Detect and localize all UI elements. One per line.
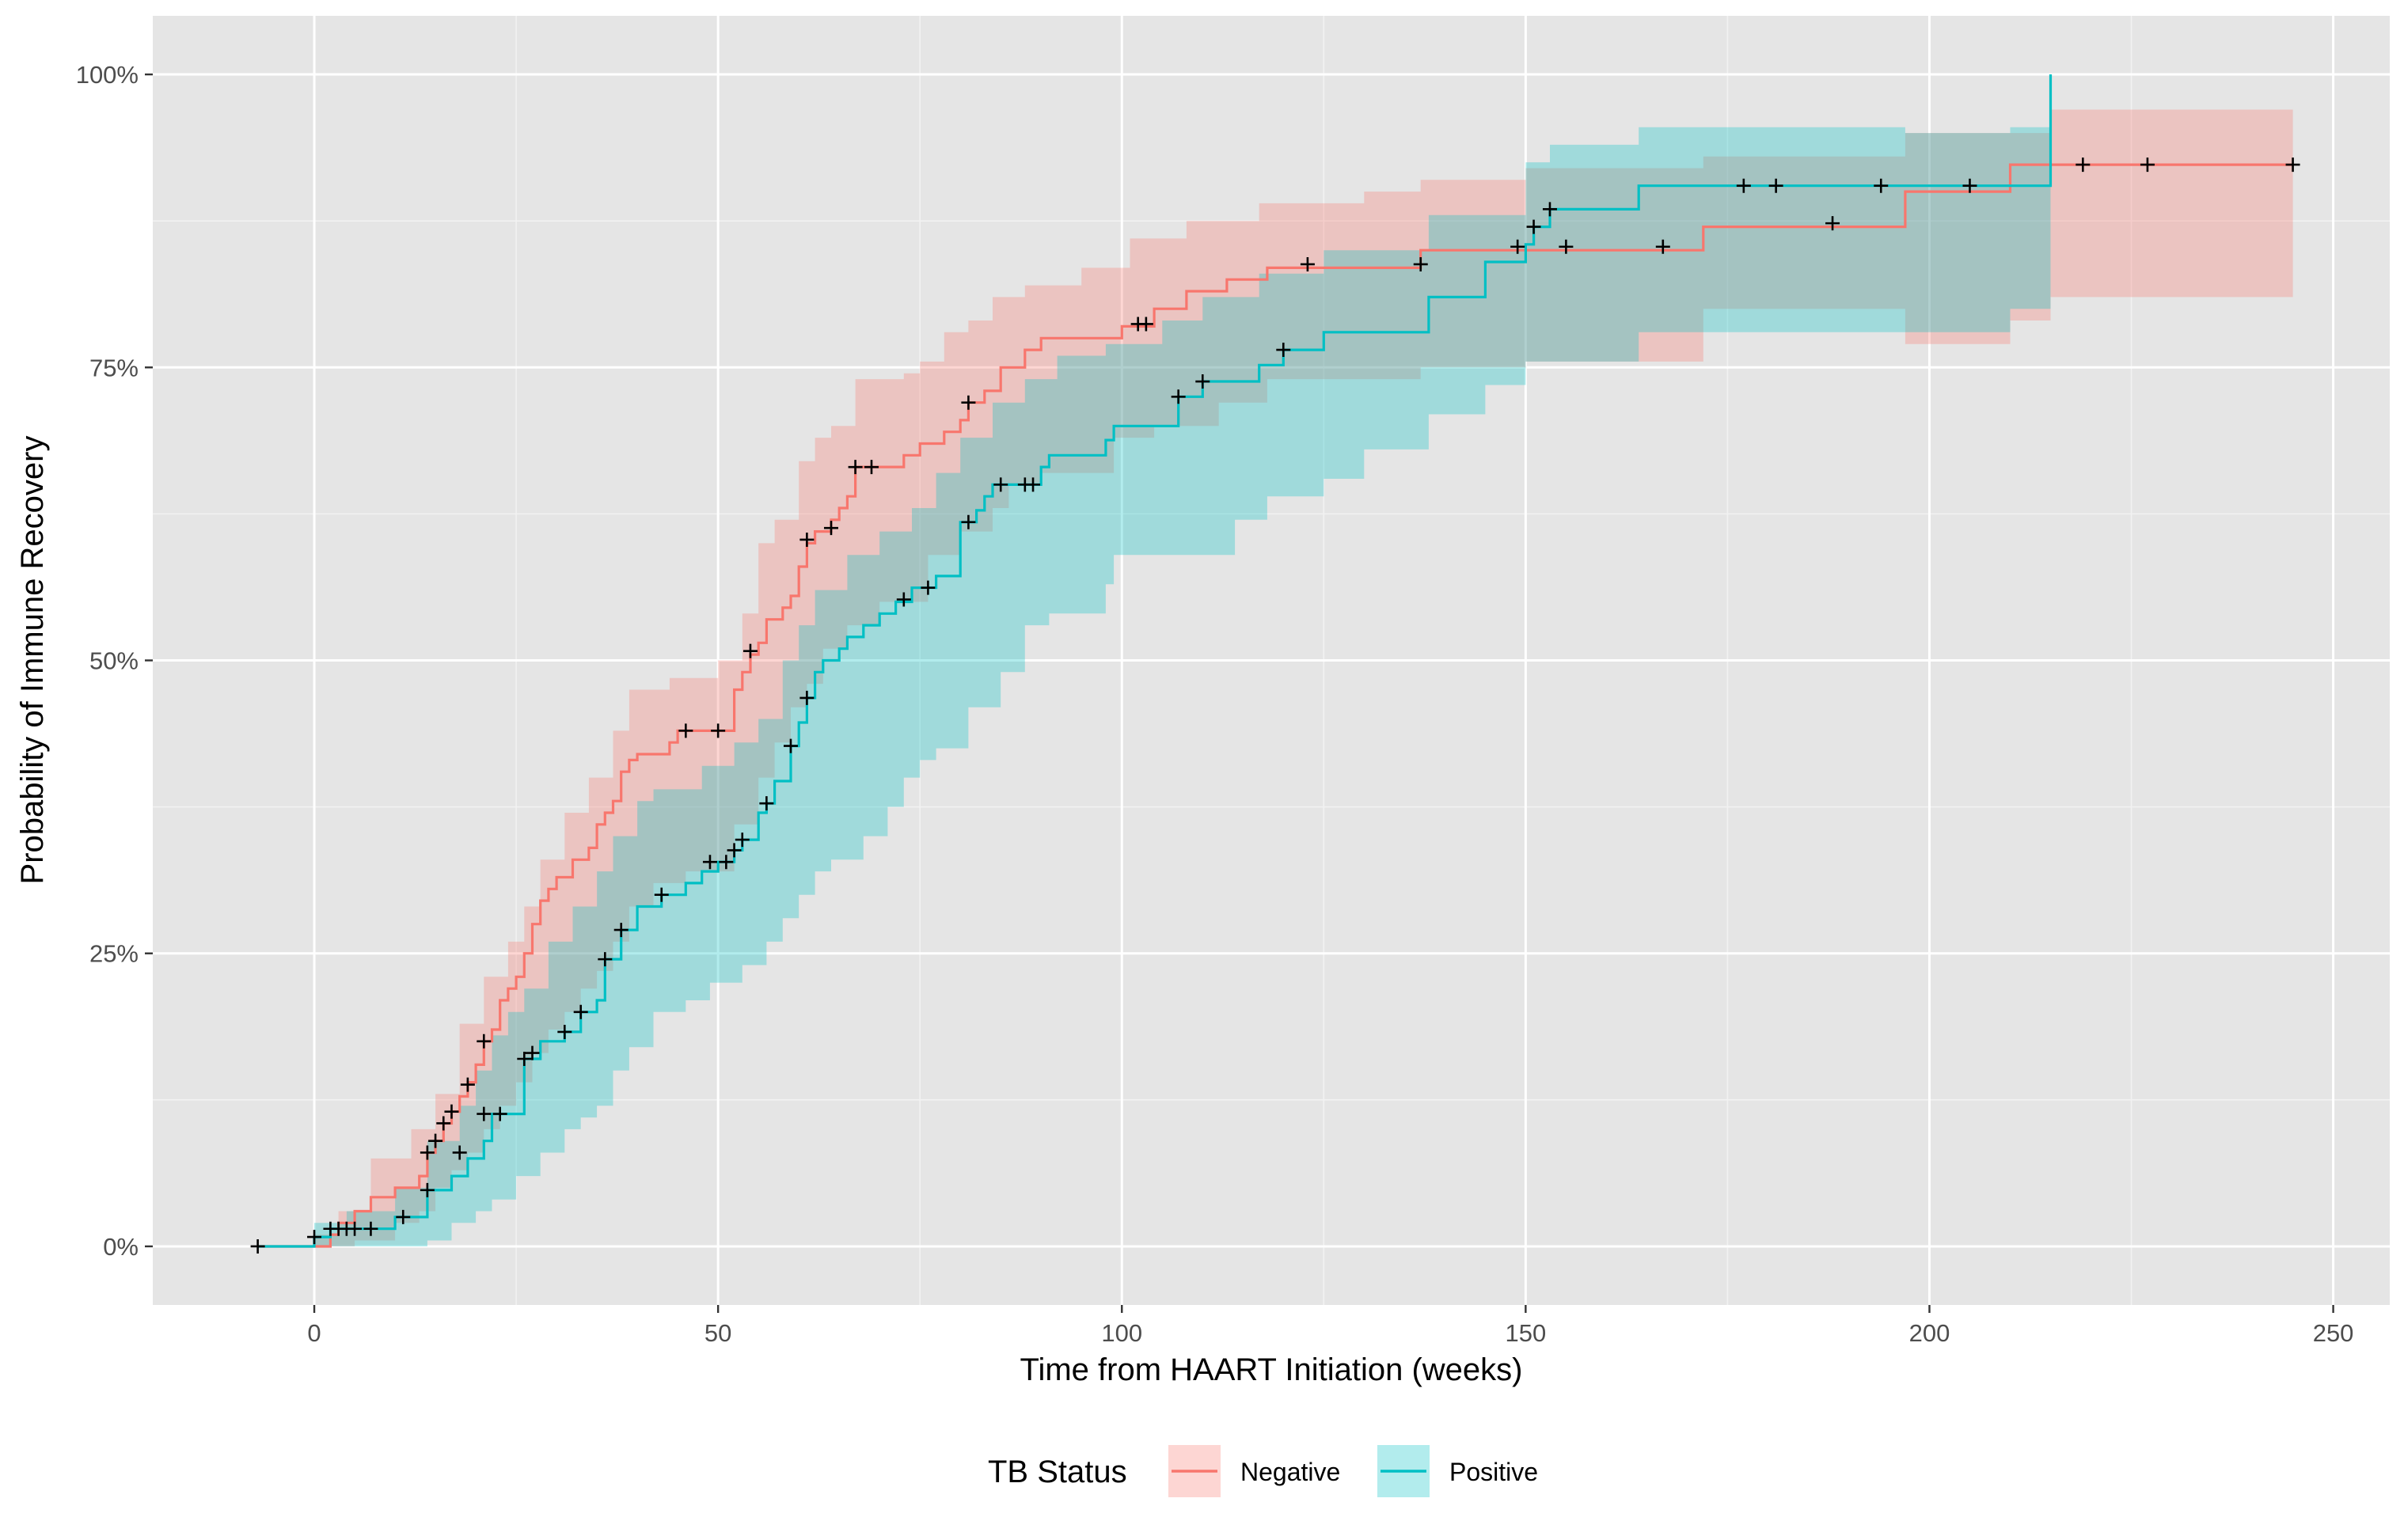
censor-mark-positive	[573, 1004, 588, 1019]
legend-label-positive: Positive	[1449, 1458, 1538, 1486]
censor-mark-negative	[436, 1116, 451, 1131]
censor-mark-positive	[702, 855, 717, 870]
censor-mark-negative	[420, 1145, 435, 1160]
censor-mark-positive	[799, 690, 815, 705]
censor-mark-positive	[1736, 178, 1751, 193]
censor-mark-positive	[598, 952, 613, 967]
censor-mark-negative	[1510, 239, 1525, 254]
censor-mark-positive	[759, 796, 774, 811]
censor-mark-positive	[339, 1221, 354, 1236]
legend-label-negative: Negative	[1240, 1458, 1340, 1486]
censor-mark-negative	[1559, 239, 1574, 254]
censor-mark-negative	[460, 1077, 475, 1092]
censor-mark-positive	[735, 833, 750, 848]
censor-mark-positive	[613, 923, 629, 938]
censor-mark-positive	[307, 1230, 322, 1245]
censor-mark-positive	[1526, 219, 1541, 234]
censor-mark-negative	[477, 1034, 492, 1049]
censor-mark-positive	[993, 477, 1008, 492]
censor-mark-negative	[961, 395, 976, 410]
censor-mark-positive	[654, 887, 669, 902]
censor-mark-negative	[864, 460, 879, 475]
ci-band-positive	[314, 127, 2051, 1247]
censor-mark-negative	[444, 1104, 459, 1119]
censor-mark-positive	[323, 1221, 338, 1236]
censor-mark-positive	[1874, 178, 1889, 193]
censor-mark-positive	[1276, 343, 1291, 358]
censor-mark-negative	[2285, 157, 2300, 173]
legend-item-negative: Negative	[1168, 1445, 1340, 1497]
x-axis-title: Time from HAART Initiation (weeks)	[1020, 1352, 1523, 1387]
km-curve-negative	[257, 163, 2293, 1248]
x-axis-ticks: 0 50 100 150 200 250	[307, 1305, 2353, 1347]
x-tick-label: 50	[704, 1319, 731, 1347]
x-tick-label: 200	[1909, 1319, 1950, 1347]
censor-marks	[250, 157, 2300, 1254]
censor-mark-positive	[1171, 389, 1186, 404]
confidence-bands	[314, 109, 2293, 1247]
censor-mark-positive	[1195, 374, 1210, 389]
censor-mark-positive	[1962, 178, 1977, 193]
censor-mark-negative	[711, 723, 726, 738]
censor-mark-negative	[1655, 239, 1670, 254]
y-axis-ticks: 0% 25% 50% 75% 100%	[76, 61, 153, 1261]
censor-mark-negative	[250, 1238, 265, 1254]
y-tick-label: 25%	[89, 940, 139, 968]
censor-mark-positive	[477, 1106, 492, 1121]
censor-mark-positive	[452, 1145, 467, 1160]
censor-mark-negative	[1138, 317, 1153, 332]
censor-mark-negative	[1413, 256, 1428, 271]
censor-mark-positive	[420, 1182, 435, 1197]
censor-mark-positive	[961, 514, 976, 529]
y-tick-label: 75%	[89, 354, 139, 381]
major-gridlines	[153, 16, 2390, 1305]
censor-mark-negative	[678, 723, 693, 738]
censor-mark-positive	[492, 1106, 507, 1121]
censor-mark-negative	[823, 521, 838, 536]
censor-mark-positive	[557, 1024, 572, 1039]
censor-mark-negative	[428, 1133, 443, 1148]
legend-item-positive: Positive	[1377, 1445, 1538, 1497]
x-tick-label: 150	[1506, 1319, 1547, 1347]
censor-mark-positive	[396, 1209, 411, 1224]
censor-mark-negative	[742, 643, 758, 658]
x-tick-label: 250	[2313, 1319, 2354, 1347]
censor-mark-positive	[363, 1221, 378, 1236]
censor-mark-positive	[1026, 477, 1041, 492]
y-axis-title: Probability of Immune Recovery	[15, 436, 50, 885]
censor-mark-positive	[921, 580, 936, 595]
censor-mark-positive	[525, 1045, 540, 1060]
y-tick-label: 100%	[76, 61, 139, 89]
censor-mark-positive	[1542, 202, 1557, 217]
ci-band-negative	[314, 109, 2293, 1246]
censor-mark-positive	[783, 738, 798, 753]
censor-mark-positive	[517, 1052, 532, 1067]
x-tick-label: 0	[307, 1319, 321, 1347]
censor-mark-negative	[799, 532, 815, 547]
censor-mark-positive	[719, 855, 734, 870]
censor-mark-negative	[2075, 157, 2091, 173]
y-tick-label: 50%	[89, 647, 139, 675]
legend-title: TB Status	[988, 1455, 1127, 1489]
legend: TB Status Negative Positive	[988, 1445, 1538, 1497]
censor-mark-positive	[896, 592, 911, 607]
censor-mark-positive	[1768, 178, 1783, 193]
censor-mark-negative	[2140, 157, 2155, 173]
censor-mark-negative	[848, 460, 863, 475]
censor-mark-positive	[727, 843, 742, 858]
censor-mark-negative	[1825, 216, 1840, 231]
censor-mark-negative	[1300, 256, 1315, 271]
y-tick-label: 0%	[103, 1233, 139, 1261]
x-tick-label: 100	[1101, 1319, 1142, 1347]
